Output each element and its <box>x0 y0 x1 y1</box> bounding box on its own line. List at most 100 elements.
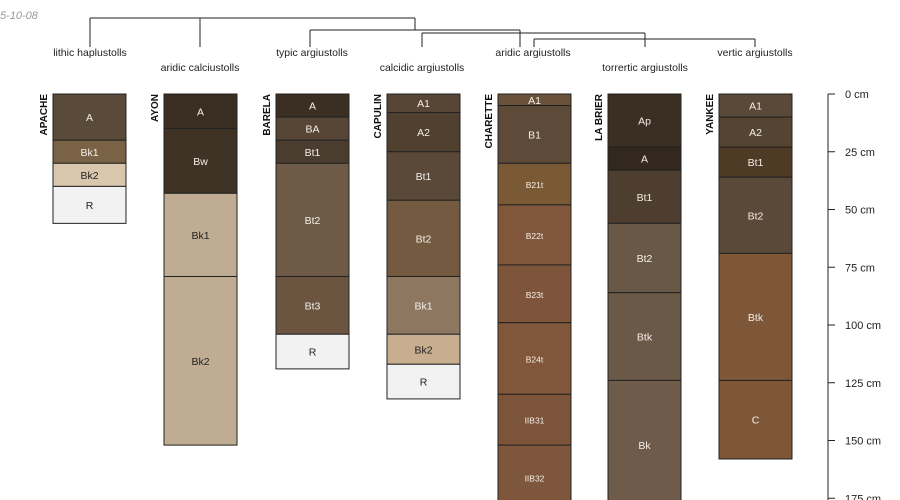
horizon-rect <box>275 275 350 335</box>
horizon-label: R <box>86 200 94 212</box>
horizon-label: A <box>86 112 93 124</box>
horizon-rect <box>497 322 572 395</box>
soil-profile: CAPULIN A1 A2 Bt1 Bt2 Bk1 Bk2 R <box>373 93 461 400</box>
horizon-label: A2 <box>749 127 762 139</box>
horizon-rect <box>386 199 461 277</box>
horizon-label: A1 <box>749 101 762 113</box>
horizon-rect <box>607 379 682 500</box>
depth-tick-label: 125 cm <box>845 378 881 390</box>
taxon-labels: lithic haplustolls aridic calciustolls t… <box>53 47 792 74</box>
horizon-label: A <box>641 154 648 166</box>
horizon-label: Bt1 <box>637 192 653 204</box>
horizon-label: Bt2 <box>748 210 764 222</box>
depth-tick-label: 50 cm <box>845 205 875 217</box>
horizon-label: Bt2 <box>416 233 432 245</box>
taxon-label: aridic calciustolls <box>161 62 240 74</box>
horizon-label: Bt3 <box>305 300 321 312</box>
horizon-label: Bk <box>638 440 651 452</box>
horizon-label: Btk <box>748 312 764 324</box>
taxon-label: typic argiustolls <box>276 47 348 59</box>
soil-profile: BARELA A BA Bt1 Bt2 Bt3 R <box>262 93 350 370</box>
horizon-rect <box>718 146 793 178</box>
profile-name: YANKEE <box>705 94 716 135</box>
horizon-rect <box>497 393 572 446</box>
depth-tick-label: 25 cm <box>845 147 875 159</box>
horizon-label: BA <box>305 124 319 136</box>
horizon-label: B24t <box>526 354 544 364</box>
horizon-label: B21t <box>526 180 544 190</box>
horizon-rect <box>163 275 238 446</box>
horizon-label: Bk1 <box>80 147 98 159</box>
horizon-label: Bt1 <box>748 157 764 169</box>
horizon-rect <box>52 185 127 224</box>
depth-tick-label: 175 cm <box>845 493 881 500</box>
horizon-rect <box>607 93 682 148</box>
soil-profile: AYON A Bw Bk1 Bk2 <box>150 93 238 446</box>
horizon-label: R <box>420 377 428 389</box>
depth-tick-label: 100 cm <box>845 320 881 332</box>
horizon-label: Btk <box>637 332 653 344</box>
horizon-rect <box>497 105 572 164</box>
horizon-rect <box>52 93 127 141</box>
horizon-label: B23t <box>526 290 544 300</box>
horizon-label: Bt1 <box>416 171 432 183</box>
horizon-label: Ap <box>638 116 651 128</box>
horizon-label: Bk1 <box>414 300 432 312</box>
depth-tick-label: 0 cm <box>845 89 869 101</box>
horizon-label: A1 <box>528 95 541 107</box>
horizon-rect <box>275 162 350 277</box>
soil-profile: LA BRIER Ap A Bt1 Bt2 Btk Bk <box>594 93 682 500</box>
profile-name: APACHE <box>39 94 50 136</box>
depth-axis: 0 cm 25 cm 50 cm 75 cm 100 cm 125 cm 150 cm 175… <box>827 89 881 500</box>
horizon-label: R <box>309 347 317 359</box>
horizon-rect <box>386 111 461 153</box>
dendrogram-link <box>89 17 756 47</box>
soil-profile: YANKEE A1 A2 Bt1 Bt2 Btk C <box>705 93 793 460</box>
soil-profile: APACHE A Bk1 Bk2 R <box>39 93 127 224</box>
horizon-rect <box>386 363 461 400</box>
horizon-rect <box>497 204 572 266</box>
taxon-label: calcidic argiustolls <box>380 62 465 74</box>
horizon-rect <box>275 333 350 370</box>
profile-name: CAPULIN <box>373 94 384 138</box>
horizon-rect <box>386 151 461 201</box>
taxon-label: lithic haplustolls <box>53 47 127 59</box>
horizon-rect <box>607 222 682 294</box>
dendrogram <box>89 17 756 47</box>
profile-name: AYON <box>150 94 161 122</box>
horizon-label: A <box>197 106 204 118</box>
taxon-label: aridic argiustolls <box>495 47 570 59</box>
profile-name: BARELA <box>262 94 273 136</box>
horizon-rect <box>386 275 461 335</box>
horizon-rect <box>163 128 238 194</box>
horizon-rect <box>163 93 238 130</box>
profile-name: LA BRIER <box>594 93 605 141</box>
horizon-label: Bt1 <box>305 147 321 159</box>
horizon-rect <box>607 169 682 224</box>
horizon-label: IIB31 <box>525 416 545 426</box>
horizon-label: B22t <box>526 231 544 241</box>
horizon-rect <box>163 192 238 277</box>
horizon-label: Bk2 <box>191 356 209 368</box>
depth-tick-label: 150 cm <box>845 436 881 448</box>
date-label: 5-10-08 <box>0 10 39 22</box>
horizon-label: Bk2 <box>80 170 98 182</box>
horizon-rect <box>497 264 572 324</box>
taxon-label: torrertic argiustolls <box>602 62 688 74</box>
horizon-label: Bw <box>193 156 208 168</box>
horizon-rect <box>497 444 572 500</box>
horizon-label: C <box>752 415 760 427</box>
horizon-rect <box>386 333 461 365</box>
horizon-label: Bt2 <box>305 215 321 227</box>
horizon-label: Bk2 <box>414 344 432 356</box>
horizon-label: A1 <box>417 98 430 110</box>
horizon-label: A <box>309 101 316 113</box>
horizon-rect <box>718 379 793 460</box>
profile-name: CHARETTE <box>484 94 495 149</box>
horizon-rect <box>718 176 793 254</box>
taxon-label: vertic argiustolls <box>717 47 792 59</box>
horizon-label: IIB32 <box>525 473 545 483</box>
horizon-label: Bt2 <box>637 253 653 265</box>
